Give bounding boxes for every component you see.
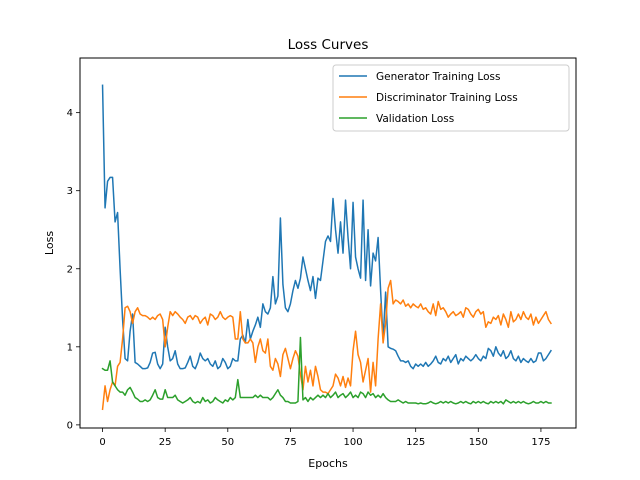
y-tick-label-0: 0 [67, 420, 73, 431]
legend: Generator Training Loss Discriminator Tra… [332, 64, 570, 132]
series-line-1 [101, 279, 552, 411]
legend-label-1: Discriminator Training Loss [376, 92, 518, 104]
legend-label-0: Generator Training Loss [376, 71, 500, 83]
y-tick-label-4: 4 [67, 108, 73, 119]
x-tick-label-4: 100 [344, 437, 363, 448]
y-tick-label-1: 1 [67, 342, 73, 353]
x-tick-label-1: 25 [159, 437, 172, 448]
x-tick-label-7: 175 [531, 437, 550, 448]
legend-label-2: Validation Loss [376, 113, 454, 125]
plot-frame [79, 57, 577, 429]
series-line-0 [101, 84, 552, 370]
series-line-2 [101, 336, 552, 405]
x-tick-label-6: 150 [469, 437, 488, 448]
x-tick-label-3: 75 [284, 437, 297, 448]
plot-lines [101, 84, 552, 411]
y-tick-label-2: 2 [67, 264, 73, 275]
y-tick-label-3: 3 [67, 186, 73, 197]
x-axis-label: Epochs [308, 457, 348, 470]
x-tick-label-0: 0 [99, 437, 105, 448]
x-tick-label-2: 50 [221, 437, 234, 448]
legend-box [332, 64, 570, 132]
x-axis: 0 25 50 75 100 125 150 175 [99, 428, 550, 448]
y-axis-label: Loss [43, 231, 56, 255]
chart-title: Loss Curves [288, 37, 369, 53]
y-axis: 0 1 2 3 4 [67, 108, 80, 431]
x-tick-label-5: 125 [406, 437, 425, 448]
